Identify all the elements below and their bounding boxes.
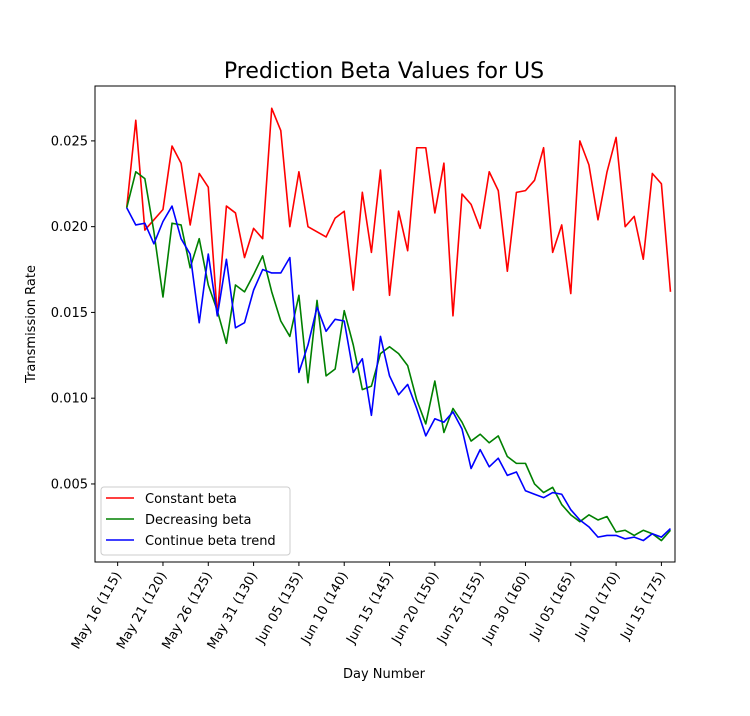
- plot-lines: [125, 107, 672, 542]
- y-tick-label: 0.010: [51, 392, 88, 407]
- legend-label-constant-beta: Constant beta: [145, 492, 237, 507]
- y-axis-ticks: 0.005 0.010 0.015 0.020 0.025: [51, 134, 95, 492]
- x-axis-label: Day Number: [343, 667, 426, 682]
- legend: Constant beta Decreasing beta Continue b…: [100, 486, 291, 556]
- legend-label-continue-beta-trend: Continue beta trend: [145, 534, 276, 549]
- y-axis-label: Transmission Rate: [24, 265, 39, 384]
- legend-box: [100, 486, 291, 556]
- y-tick-label: 0.005: [51, 477, 88, 492]
- legend-label-decreasing-beta: Decreasing beta: [145, 513, 252, 528]
- y-tick-label: 0.020: [51, 220, 88, 235]
- y-tick-label: 0.015: [51, 306, 88, 321]
- series-line-continue-beta-trend: [126, 205, 672, 542]
- y-tick-label: 0.025: [51, 134, 88, 149]
- chart-title: Prediction Beta Values for US: [224, 59, 544, 84]
- plot-area-frame: [94, 85, 676, 563]
